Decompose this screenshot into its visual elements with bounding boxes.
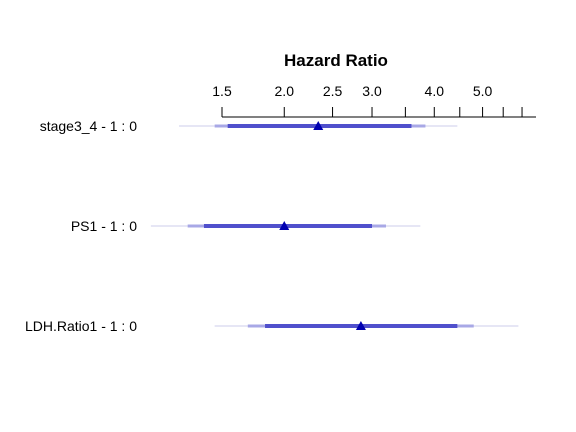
row-label: LDH.Ratio1 - 1 : 0	[25, 318, 137, 334]
point-estimate-marker	[279, 221, 290, 230]
row-label: PS1 - 1 : 0	[71, 218, 137, 234]
axis-tick-label: 2.5	[323, 83, 343, 99]
axis-tick-label: 1.5	[212, 83, 232, 99]
point-estimate-marker	[313, 121, 324, 130]
axis-tick-label: 2.0	[275, 83, 295, 99]
forest-row: stage3_4 - 1 : 0	[40, 118, 458, 134]
forest-row: LDH.Ratio1 - 1 : 0	[25, 318, 519, 334]
forest-rows: stage3_4 - 1 : 0 PS1 - 1 : 0 LDH.Ratio1 - …	[25, 118, 519, 334]
axis-tick-label: 3.0	[362, 83, 382, 99]
axis-ticks: 1.5 2.0 2.5 3.0 4.0 5.0	[212, 83, 523, 117]
axis-tick-label: 4.0	[425, 83, 445, 99]
axis-tick-label: 5.0	[473, 83, 493, 99]
row-label: stage3_4 - 1 : 0	[40, 118, 138, 134]
forest-row: PS1 - 1 : 0	[71, 218, 421, 234]
axis-title: Hazard Ratio	[284, 51, 388, 70]
point-estimate-marker	[355, 321, 366, 330]
